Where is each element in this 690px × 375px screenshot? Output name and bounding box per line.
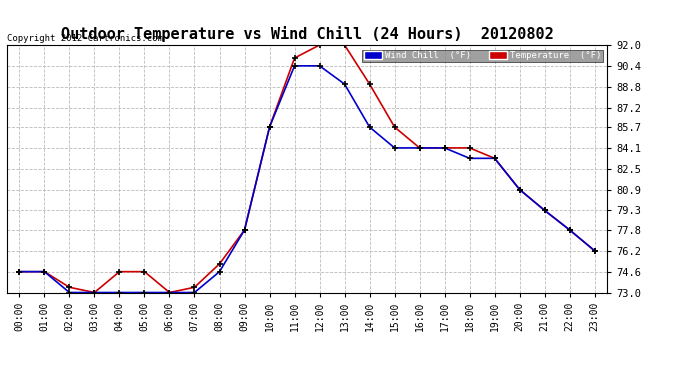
Legend: Wind Chill  (°F), Temperature  (°F): Wind Chill (°F), Temperature (°F) <box>362 50 602 62</box>
Text: Copyright 2012 Cartronics.com: Copyright 2012 Cartronics.com <box>7 33 163 42</box>
Title: Outdoor Temperature vs Wind Chill (24 Hours)  20120802: Outdoor Temperature vs Wind Chill (24 Ho… <box>61 27 553 42</box>
